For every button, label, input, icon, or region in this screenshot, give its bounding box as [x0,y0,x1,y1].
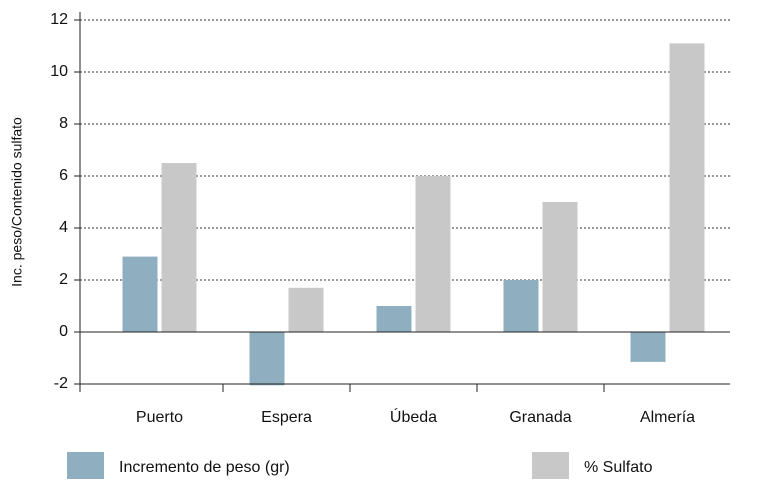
bar [249,332,285,386]
y-tick-label: 0 [59,323,68,340]
bar [376,306,412,332]
bar [542,202,578,332]
x-tick-label: Granada [509,409,571,426]
bar [288,287,324,332]
x-tick-label: Almería [640,409,695,426]
bar [630,332,666,362]
y-tick-label: 4 [59,219,68,236]
y-axis-label: Inc. peso/Contenido sulfato [9,117,25,287]
bar [415,176,451,332]
y-tick-label: 12 [50,11,68,28]
y-tick-label: 10 [50,63,68,80]
y-tick-label: -2 [54,375,68,392]
bar [503,280,539,332]
bar [669,43,705,333]
x-tick-label: Úbeda [390,407,437,426]
y-tick-label: 6 [59,167,68,184]
legend-swatch [67,452,104,479]
y-tick-label: 8 [59,115,68,132]
x-tick-label: Espera [261,409,312,426]
bar [161,163,197,332]
legend-swatch [532,452,569,479]
legend-label: % Sulfato [584,459,653,476]
bar [122,256,158,332]
legend-label: Incremento de peso (gr) [119,459,290,476]
x-tick-label: Puerto [136,409,183,426]
y-tick-label: 2 [59,271,68,288]
